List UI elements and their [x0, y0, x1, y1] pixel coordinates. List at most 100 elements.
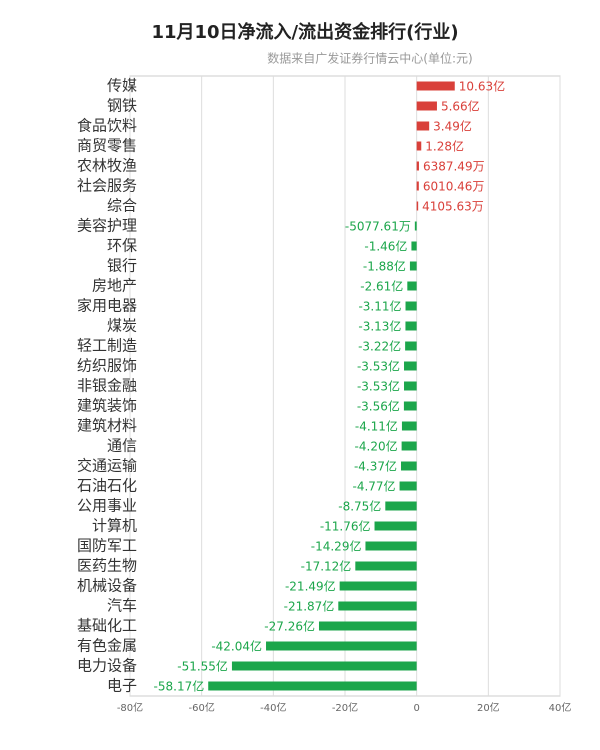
category-label: 社会服务	[77, 177, 137, 195]
category-label: 食品饮料	[77, 117, 137, 135]
category-label: 非银金融	[77, 377, 137, 395]
bar	[266, 641, 417, 651]
category-label: 计算机	[92, 517, 137, 535]
value-label: -3.13亿	[358, 319, 401, 334]
x-tick-label: 40亿	[549, 701, 572, 714]
category-label: 基础化工	[77, 617, 137, 635]
value-label: -1.46亿	[364, 239, 407, 254]
value-label: -3.53亿	[357, 379, 400, 394]
bar	[411, 241, 417, 251]
bar	[416, 201, 419, 211]
bar	[404, 381, 417, 391]
category-label: 环保	[107, 237, 137, 255]
bar	[401, 421, 417, 431]
category-label: 电力设备	[77, 657, 137, 675]
value-label: -21.49亿	[285, 579, 336, 594]
category-label: 农林牧渔	[77, 157, 137, 175]
category-label: 纺织服饰	[77, 357, 137, 375]
bar	[399, 481, 417, 491]
bar	[416, 81, 455, 91]
value-label: 4105.63万	[422, 200, 484, 214]
category-label: 房地产	[92, 277, 137, 295]
x-tick-label: -20亿	[332, 701, 358, 714]
chart-title: 11月10日净流入/流出资金排行(行业)	[151, 21, 458, 43]
x-tick-label: -80亿	[117, 701, 143, 714]
value-label: -3.56亿	[357, 399, 400, 414]
value-label: -42.04亿	[211, 639, 262, 654]
bar	[403, 401, 417, 411]
bar	[416, 161, 419, 171]
category-label: 有色金属	[77, 637, 137, 655]
value-label: 3.49亿	[433, 119, 472, 134]
bar	[231, 661, 417, 671]
value-label: -4.37亿	[354, 459, 397, 474]
value-label: 6387.49万	[423, 160, 485, 174]
category-label: 家用电器	[77, 297, 137, 315]
bar	[416, 121, 430, 131]
value-label: 6010.46万	[423, 180, 485, 194]
bar	[404, 361, 417, 371]
category-label: 煤炭	[107, 317, 137, 335]
bar	[208, 681, 417, 691]
bar	[374, 521, 417, 531]
bar	[416, 141, 422, 151]
bar	[401, 461, 417, 471]
value-label: -2.61亿	[360, 279, 403, 294]
x-tick-label: -60亿	[188, 701, 214, 714]
bar	[318, 621, 417, 631]
category-label: 国防军工	[77, 537, 137, 555]
bar	[339, 581, 417, 591]
value-label: 5.66亿	[441, 99, 480, 114]
bar	[338, 601, 417, 611]
value-label: -5077.61万	[345, 220, 411, 234]
category-label: 轻工制造	[77, 337, 137, 355]
category-label: 公用事业	[77, 497, 137, 515]
category-label: 建筑装饰	[77, 397, 137, 415]
category-label: 美容护理	[77, 217, 137, 235]
value-label: -11.76亿	[320, 519, 371, 534]
value-label: 1.28亿	[425, 139, 464, 154]
bar	[365, 541, 417, 551]
value-label: -8.75亿	[338, 499, 381, 514]
value-label: -3.22亿	[358, 339, 401, 354]
bar	[385, 501, 417, 511]
category-label: 钢铁	[107, 97, 137, 115]
bar	[405, 341, 417, 351]
category-label: 传媒	[107, 77, 137, 95]
bar	[405, 321, 417, 331]
category-label: 机械设备	[77, 577, 137, 595]
bar	[414, 221, 417, 231]
value-label: -21.87亿	[284, 599, 335, 614]
category-label: 通信	[107, 437, 137, 455]
category-label: 商贸零售	[77, 137, 137, 155]
category-label: 石油石化	[77, 477, 137, 495]
value-label: -14.29亿	[311, 539, 362, 554]
value-label: -1.88亿	[363, 259, 406, 274]
value-label: -17.12亿	[301, 559, 352, 574]
category-label: 银行	[107, 257, 137, 275]
bar	[409, 261, 417, 271]
value-label: -4.11亿	[355, 419, 398, 434]
value-label: -3.11亿	[358, 299, 401, 314]
category-label: 建筑材料	[77, 417, 137, 435]
category-label: 电子	[107, 677, 137, 695]
category-label: 综合	[107, 197, 137, 215]
category-label: 汽车	[107, 597, 137, 615]
bar	[405, 301, 417, 311]
x-tick-label: -40亿	[260, 701, 286, 714]
value-label: -27.26亿	[264, 619, 315, 634]
value-label: -51.55亿	[177, 659, 228, 674]
x-tick-label: 20亿	[477, 701, 500, 714]
bar	[416, 101, 437, 111]
bar	[355, 561, 417, 571]
value-label: 10.63亿	[459, 79, 505, 94]
value-label: -3.53亿	[357, 359, 400, 374]
category-label: 医药生物	[77, 557, 137, 575]
value-label: -4.20亿	[355, 439, 398, 454]
chart-subtitle: 数据来自广发证券行情云中心(单位:元)	[267, 51, 472, 66]
x-tick-label: 0	[413, 703, 419, 714]
value-label: -4.77亿	[353, 479, 396, 494]
bar	[401, 441, 417, 451]
bar	[416, 181, 419, 191]
